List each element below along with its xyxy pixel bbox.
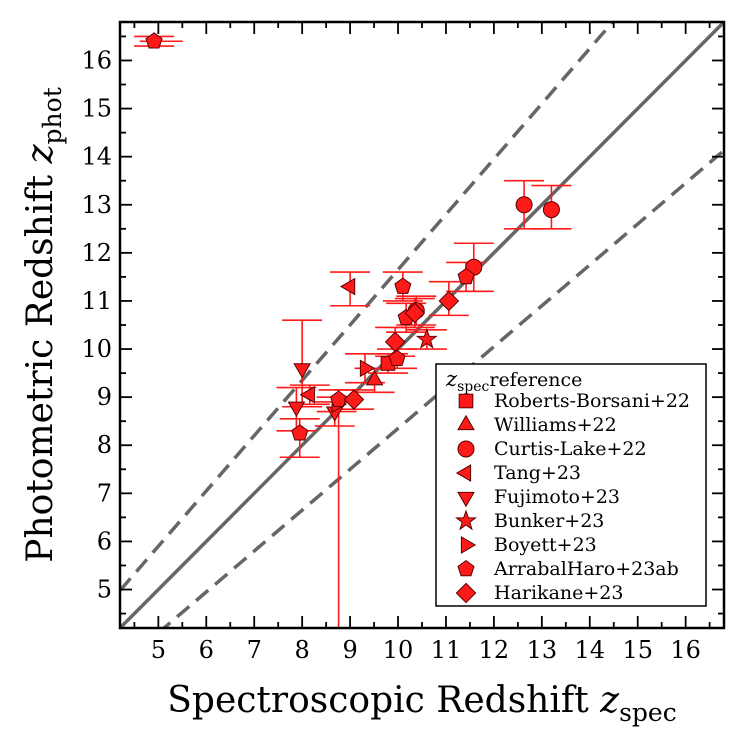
x-tick-label: 9 [342, 636, 357, 664]
legend-box [435, 363, 707, 607]
diamond-marker [384, 331, 406, 353]
circle-legend-marker [457, 440, 475, 458]
y-tick-label: 15 [81, 95, 112, 123]
pentagon-marker [330, 390, 348, 407]
x-axis-title: Spectroscopic Redshift zspec [167, 680, 676, 727]
lower-bound-line [161, 149, 724, 628]
diamond-marker [438, 290, 460, 312]
legend-item: Bunker+23 [455, 509, 604, 532]
triangle-left-legend-marker [455, 464, 472, 482]
legend-label: Fujimoto+23 [494, 486, 620, 508]
pentagon-marker [457, 267, 475, 285]
pentagon-marker [291, 424, 309, 441]
x-tick-label: 14 [575, 636, 606, 664]
triangle-up-legend-marker [457, 414, 475, 431]
x-tick-label: 13 [527, 636, 558, 664]
triangle-right-legend-marker [460, 536, 477, 554]
triangle-down-marker [293, 363, 311, 379]
legend-label: Harikane+23 [494, 582, 623, 604]
data-markers [145, 32, 560, 441]
x-tick-label: 10 [383, 636, 414, 664]
legend: zspecreference Roberts-Borsani+22William… [435, 363, 707, 607]
x-tick-label: 7 [247, 636, 262, 664]
legend-item: Tang+23 [455, 462, 581, 484]
square-legend-marker [458, 393, 474, 409]
legend-label: Bunker+23 [494, 510, 604, 532]
x-tick-labels: 5 6 7 8 9 10 11 12 13 14 15 16 [151, 636, 701, 664]
circle-marker [542, 201, 560, 219]
x-tick-label: 15 [622, 636, 653, 664]
triangle-left-marker [339, 277, 356, 296]
x-tick-label: 5 [151, 636, 166, 664]
triangle-up-marker [365, 370, 384, 386]
diamond-legend-marker [455, 582, 477, 604]
x-tick-label: 16 [670, 636, 701, 664]
y-tick-label: 16 [81, 46, 112, 74]
legend-item: Roberts-Borsani+22 [458, 390, 690, 412]
circle-marker [515, 196, 533, 214]
legend-label: Boyett+23 [494, 534, 597, 556]
legend-item: Curtis-Lake+22 [457, 438, 647, 460]
pentagon-marker [394, 277, 412, 294]
y-tick-label: 13 [81, 191, 112, 219]
y-tick-label: 5 [97, 576, 112, 604]
y-tick-label: 10 [81, 335, 112, 363]
y-axis-title: Photometric Redshift zphot [20, 87, 67, 563]
y-tick-label: 12 [81, 239, 112, 267]
star-marker [415, 327, 438, 349]
diamond-marker [343, 389, 365, 410]
legend-items: Roberts-Borsani+22Williams+22Curtis-Lake… [455, 390, 690, 604]
y-tick-label: 6 [97, 527, 112, 555]
x-tick-label: 12 [479, 636, 510, 664]
legend-title: zspecreference [445, 367, 582, 395]
legend-item: Fujimoto+23 [457, 486, 620, 508]
x-tick-label: 6 [199, 636, 214, 664]
triangle-left-marker [299, 385, 315, 404]
star-legend-marker [455, 509, 477, 531]
y-tick-labels: 5 6 7 8 9 10 11 12 13 14 15 16 [81, 46, 112, 603]
x-tick-label: 11 [431, 636, 462, 664]
triangle-down-legend-marker [457, 491, 475, 508]
pentagon-marker [388, 349, 406, 366]
y-tick-label: 7 [97, 479, 112, 507]
legend-label: Tang+23 [494, 462, 581, 484]
y-tick-label: 14 [81, 143, 112, 171]
legend-label: Roberts-Borsani+22 [494, 390, 690, 412]
legend-item: Harikane+23 [455, 582, 623, 604]
legend-label: Williams+22 [494, 414, 617, 436]
legend-item: ArrabalHaro+23ab [457, 558, 679, 580]
y-tick-label: 11 [81, 287, 112, 315]
triangle-down-marker [287, 401, 306, 417]
legend-item: Boyett+23 [460, 534, 597, 556]
y-tick-label: 9 [97, 383, 112, 411]
legend-item: Williams+22 [457, 414, 617, 436]
axis-ticks [120, 22, 724, 628]
legend-label: ArrabalHaro+23ab [493, 558, 679, 580]
y-tick-label: 8 [97, 431, 112, 459]
triangle-right-marker [359, 359, 376, 378]
pentagon-legend-marker [457, 559, 475, 577]
diamond-marker [404, 302, 426, 324]
legend-label: Curtis-Lake+22 [494, 438, 647, 460]
x-tick-label: 8 [295, 636, 310, 664]
pentagon-marker [145, 32, 163, 49]
upper-bound-line [120, 22, 616, 592]
